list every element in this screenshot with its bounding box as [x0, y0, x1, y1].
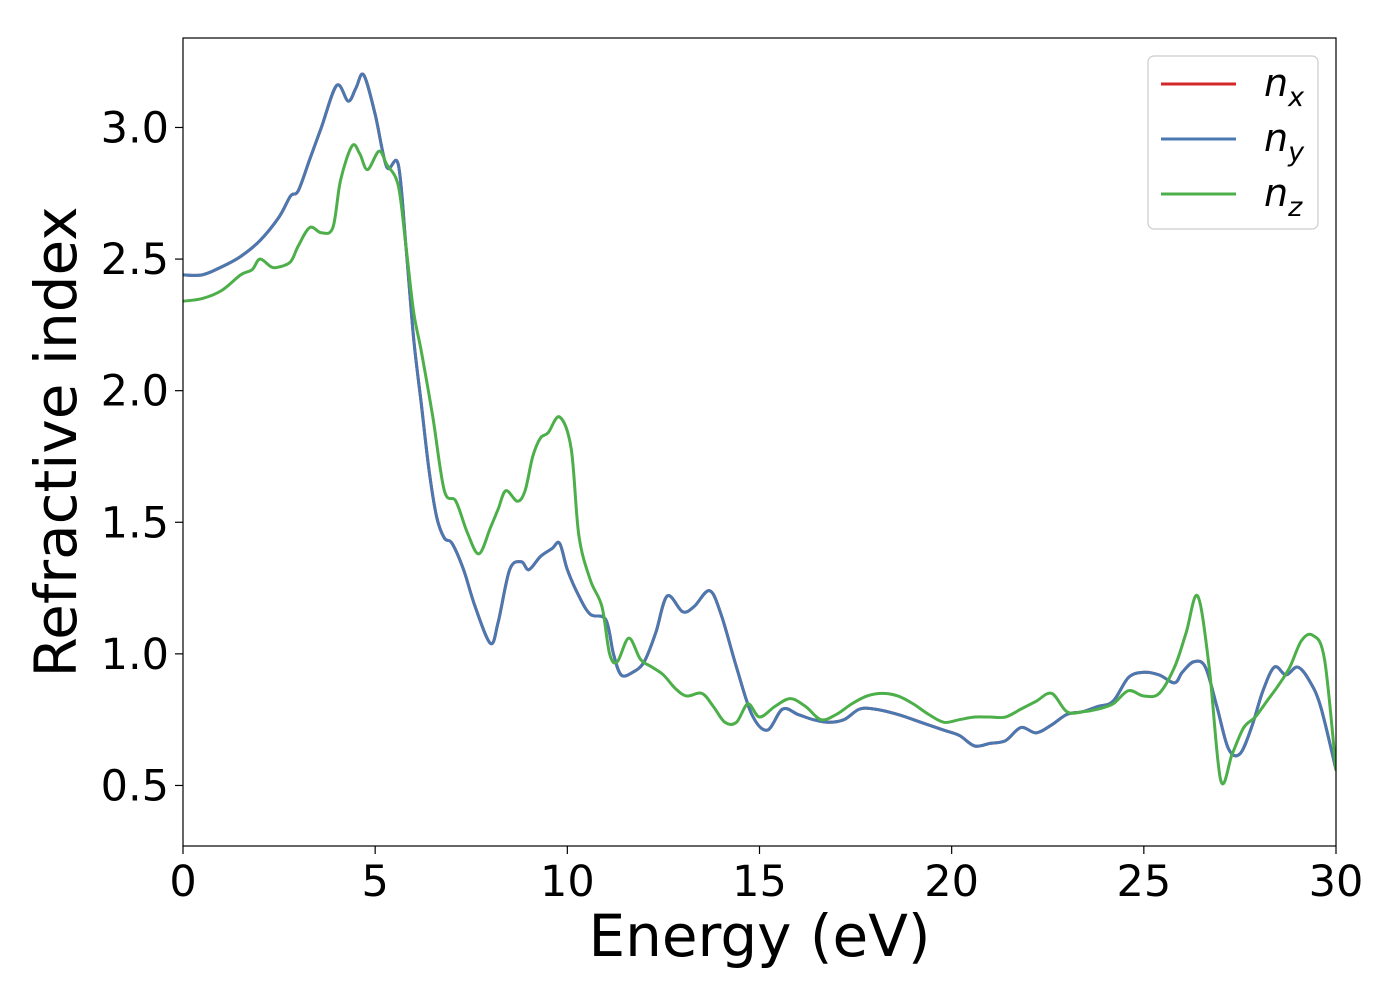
y-tick-label: 0.5: [101, 761, 169, 811]
y-tick-label: 1.0: [101, 630, 169, 680]
y-tick-label: 2.0: [101, 367, 169, 417]
x-tick-label: 0: [169, 857, 196, 907]
series-layer: [183, 72, 1336, 786]
y-tick-label: 3.0: [101, 103, 169, 153]
y-tick-label: 2.5: [101, 235, 169, 285]
legend-frame: [1147, 55, 1319, 230]
x-tick-label: 30: [1309, 857, 1364, 907]
x-tick-label: 25: [1116, 857, 1171, 907]
legend-label-base: n: [1264, 61, 1288, 105]
x-tick-label: 10: [540, 857, 595, 907]
legend-label-base: n: [1264, 171, 1288, 215]
x-axis-label: Energy (eV): [588, 902, 930, 970]
x-tick-label: 20: [924, 857, 979, 907]
y-axis-ticks: 0.5 1.0 1.5 2.0 2.5 3.0: [101, 103, 183, 811]
legend-label-subscript: y: [1287, 137, 1305, 168]
legend-label-base: n: [1264, 116, 1288, 160]
x-tick-label: 5: [361, 857, 388, 907]
y-tick-label: 1.5: [101, 498, 169, 548]
legend-label-x: nx: [1264, 61, 1305, 113]
x-tick-label: 15: [732, 857, 787, 907]
legend-label-subscript: z: [1287, 192, 1303, 223]
y-axis-label: Refractive index: [22, 206, 90, 677]
series-line-z: [183, 143, 1336, 786]
x-axis-ticks: 0 5 10 15 20 25 30: [169, 846, 1363, 907]
legend-label-subscript: x: [1287, 82, 1305, 113]
legend-label-z: nz: [1264, 171, 1303, 223]
legend-label-y: ny: [1264, 116, 1305, 168]
